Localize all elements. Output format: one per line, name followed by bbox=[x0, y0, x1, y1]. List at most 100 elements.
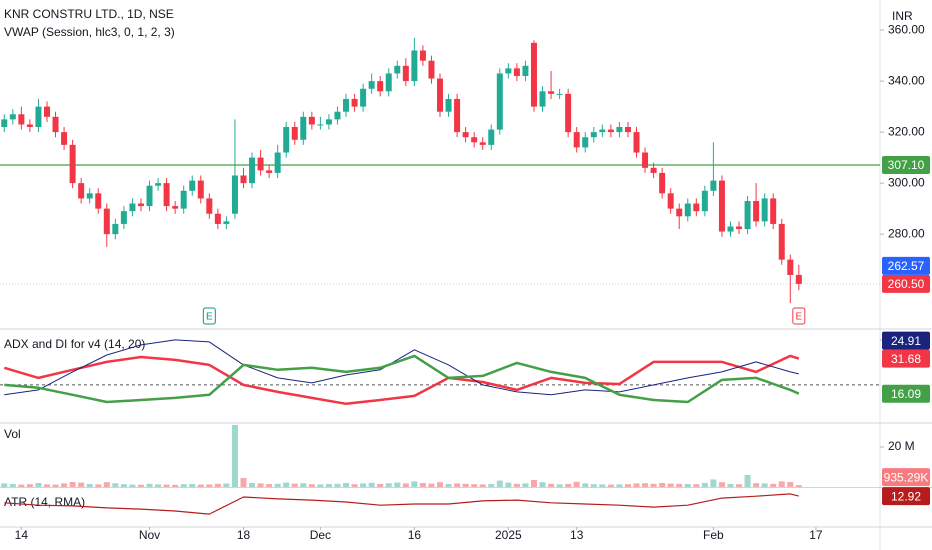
volume-bar bbox=[565, 484, 572, 487]
candle-body bbox=[787, 259, 794, 275]
indicator-line bbox=[4, 354, 800, 404]
candle-body bbox=[300, 116, 307, 140]
indicator-title: VWAP (Session, hlc3, 0, 1, 2, 3) bbox=[4, 25, 175, 39]
x-tick-label: 13 bbox=[570, 528, 584, 542]
candle-body bbox=[667, 193, 674, 209]
volume-bar bbox=[351, 484, 358, 487]
volume-bar bbox=[377, 484, 384, 487]
volume-bar bbox=[505, 482, 512, 487]
volume-bar bbox=[479, 484, 486, 487]
candle-body bbox=[744, 200, 751, 230]
volume-bar bbox=[325, 484, 332, 487]
volume-bar bbox=[701, 483, 708, 487]
y-tick-label: 300.00 bbox=[888, 175, 925, 189]
y-tick-label: 20 M bbox=[888, 439, 915, 453]
candle-body bbox=[120, 211, 127, 224]
volume-bar bbox=[26, 484, 33, 487]
x-tick-label: 2025 bbox=[495, 528, 522, 542]
hline-label-box bbox=[882, 156, 930, 175]
volume-bar bbox=[437, 482, 443, 487]
volume-bar bbox=[530, 480, 537, 487]
candle-body bbox=[78, 183, 85, 199]
candle-body bbox=[257, 157, 264, 171]
candle-body bbox=[565, 93, 572, 133]
candle-body bbox=[274, 152, 281, 173]
candle-body bbox=[61, 132, 68, 145]
candle-body bbox=[505, 68, 512, 74]
candle-body bbox=[197, 180, 204, 199]
volume-bar bbox=[266, 484, 273, 487]
candle-body bbox=[1, 119, 8, 128]
candle-body bbox=[736, 226, 743, 230]
event-marker bbox=[202, 307, 216, 325]
volume-bar bbox=[667, 483, 674, 487]
volume-bar bbox=[231, 425, 238, 487]
candle-body bbox=[206, 198, 213, 214]
volume-bar bbox=[197, 484, 204, 487]
candle-body bbox=[462, 132, 469, 138]
pane-title: ATR (14, RMA) bbox=[4, 495, 85, 509]
event-label: E bbox=[795, 312, 802, 323]
volume-bar bbox=[616, 484, 623, 487]
volume-bar bbox=[308, 484, 315, 487]
volume-bar bbox=[710, 479, 717, 487]
volume-bar bbox=[445, 484, 452, 487]
volume-bar bbox=[78, 482, 85, 487]
volume-bar bbox=[539, 482, 546, 487]
volume-bar bbox=[163, 484, 170, 487]
volume-bar bbox=[778, 481, 785, 487]
event-label: E bbox=[206, 312, 213, 323]
candle-body bbox=[633, 132, 640, 153]
candle-body bbox=[659, 172, 666, 194]
candle-body bbox=[180, 190, 187, 209]
volume-bar bbox=[283, 482, 290, 487]
candle-body bbox=[488, 129, 495, 145]
y-tick-label: 340.00 bbox=[888, 73, 925, 87]
candle-body bbox=[454, 98, 461, 133]
candle-body bbox=[795, 274, 802, 284]
volume-bar bbox=[590, 484, 597, 487]
candle-body bbox=[411, 50, 418, 82]
x-tick-label: Feb bbox=[703, 528, 724, 542]
volume-bar bbox=[317, 484, 324, 487]
volume-bar bbox=[599, 484, 606, 487]
volume-bar bbox=[718, 482, 725, 487]
candle-body bbox=[522, 65, 529, 77]
candle-body bbox=[445, 98, 452, 112]
last-value-label-box bbox=[882, 349, 930, 368]
candle-body bbox=[437, 78, 443, 112]
volume-bar bbox=[513, 483, 520, 487]
candle-body bbox=[249, 157, 256, 184]
last-value-label-box bbox=[882, 384, 930, 403]
volume-bar bbox=[633, 483, 640, 487]
candle-body bbox=[710, 180, 717, 191]
candle-body bbox=[778, 223, 785, 260]
candle-body bbox=[291, 127, 298, 140]
x-tick-label: 18 bbox=[237, 528, 251, 542]
candle-body bbox=[642, 152, 649, 168]
volume-bar bbox=[684, 484, 691, 487]
volume-bar bbox=[693, 484, 700, 487]
volume-bar bbox=[180, 484, 187, 487]
currency: INR bbox=[892, 9, 913, 23]
candle-body bbox=[86, 193, 93, 199]
candle-body bbox=[137, 203, 144, 207]
candle-body bbox=[240, 175, 247, 184]
volume-bar bbox=[206, 484, 213, 487]
candle-body bbox=[146, 185, 153, 207]
chart-title: KNR CONSTRU LTD., 1D, NSE bbox=[4, 7, 174, 21]
indicator-line bbox=[3, 354, 800, 406]
last-value-label: 24.91 bbox=[891, 334, 921, 348]
volume-bar bbox=[52, 484, 59, 487]
volume-bar bbox=[18, 484, 25, 487]
candle-body bbox=[471, 137, 478, 143]
volume-bar bbox=[761, 483, 768, 487]
candle-body bbox=[590, 132, 597, 138]
volume-bar bbox=[548, 483, 555, 487]
pane-title: Vol bbox=[4, 427, 21, 441]
candle-body bbox=[624, 127, 631, 133]
volume-bar bbox=[172, 484, 179, 487]
volume-bar bbox=[428, 483, 435, 487]
volume-bar bbox=[753, 483, 760, 487]
